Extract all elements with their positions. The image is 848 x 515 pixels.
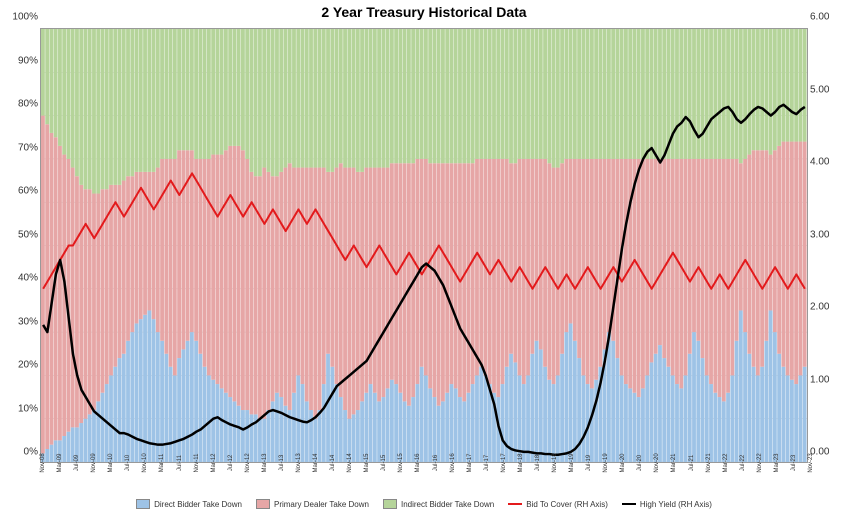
x-tick: Nov-22 [757, 453, 763, 472]
y-right-tick: 6.00 [810, 12, 846, 23]
legend-item: Primary Dealer Take Down [256, 499, 369, 509]
y-left-tick: 10% [2, 403, 38, 414]
legend-label: Indirect Bidder Take Down [401, 500, 494, 509]
x-tick: Nov-08 [40, 453, 46, 472]
legend-swatch [256, 499, 270, 509]
y-left-tick: 50% [2, 229, 38, 240]
legend-label: Bid To Cover (RH Axis) [526, 500, 608, 509]
x-tick: Jul-16 [433, 455, 439, 471]
x-tick: Nov-21 [706, 453, 712, 472]
legend-swatch [383, 499, 397, 509]
y-right-tick: 1.00 [810, 374, 846, 385]
y-left-tick: 60% [2, 186, 38, 197]
x-axis: Nov-08Mar-09Jul-09Nov-09Mar-10Jul-10Nov-… [40, 463, 808, 485]
y-axis-right: 0.001.002.003.004.005.006.00 [810, 28, 846, 463]
plot-svg [41, 29, 807, 462]
x-tick: Mar-22 [723, 453, 729, 472]
y-right-tick: 3.00 [810, 229, 846, 240]
y-left-tick: 80% [2, 99, 38, 110]
legend-swatch [622, 503, 636, 505]
plot-area-wrapper [40, 28, 808, 463]
x-tick: Jul-10 [125, 455, 131, 471]
y-left-tick: 40% [2, 273, 38, 284]
x-tick: Nov-09 [91, 453, 97, 472]
x-tick: Jul-17 [484, 455, 490, 471]
x-tick: Jul-22 [740, 455, 746, 471]
legend-item: High Yield (RH Axis) [622, 499, 712, 509]
x-tick: Jul-19 [586, 455, 592, 471]
legend-swatch [508, 503, 522, 505]
legend-label: Direct Bidder Take Down [154, 500, 242, 509]
x-tick: Mar-18 [518, 453, 524, 472]
x-tick: Jul-12 [228, 455, 234, 471]
y-right-tick: 4.00 [810, 157, 846, 168]
x-tick: Jul-15 [381, 455, 387, 471]
x-tick: Jul-13 [279, 455, 285, 471]
legend-item: Bid To Cover (RH Axis) [508, 499, 608, 509]
legend-label: Primary Dealer Take Down [274, 500, 369, 509]
x-tick: Nov-14 [347, 453, 353, 472]
y-left-tick: 30% [2, 316, 38, 327]
x-tick: Mar-12 [211, 453, 217, 472]
x-tick: Jul-11 [177, 455, 183, 471]
chart-title: 2 Year Treasury Historical Data [0, 0, 848, 22]
x-tick: Nov-12 [245, 453, 251, 472]
y-left-tick: 90% [2, 55, 38, 66]
x-tick: Nov-16 [450, 453, 456, 472]
legend-label: High Yield (RH Axis) [640, 500, 712, 509]
x-tick: Mar-16 [415, 453, 421, 472]
x-tick: Nov-13 [296, 453, 302, 472]
x-tick: Nov-20 [654, 453, 660, 472]
y-axis-left: 0%10%20%30%40%50%60%70%80%90%100% [2, 28, 38, 463]
x-tick: Mar-17 [467, 453, 473, 472]
x-tick: Jul-14 [330, 455, 336, 471]
x-tick: Mar-20 [620, 453, 626, 472]
y-right-tick: 2.00 [810, 302, 846, 313]
x-tick: Nov-11 [194, 454, 200, 473]
x-tick: Mar-19 [569, 453, 575, 472]
y-left-tick: 70% [2, 142, 38, 153]
x-tick: Mar-11 [159, 454, 165, 473]
x-tick: Mar-14 [313, 453, 319, 472]
x-tick: Nov-17 [501, 453, 507, 472]
x-tick: Nov-15 [398, 453, 404, 472]
plot-area [40, 28, 808, 463]
legend-item: Indirect Bidder Take Down [383, 499, 494, 509]
x-tick: Mar-10 [108, 453, 114, 472]
y-left-tick: 100% [2, 12, 38, 23]
y-left-tick: 20% [2, 360, 38, 371]
x-tick: Jul-18 [535, 455, 541, 471]
y-left-tick: 0% [2, 447, 38, 458]
x-tick: Jul-21 [689, 455, 695, 471]
x-tick: Jul-09 [74, 455, 80, 471]
x-tick: Mar-21 [671, 453, 677, 472]
legend-swatch [136, 499, 150, 509]
x-tick: Mar-23 [774, 453, 780, 472]
x-tick: Jul-20 [637, 455, 643, 471]
x-tick: Mar-09 [57, 453, 63, 472]
legend: Direct Bidder Take Down Primary Dealer Ta… [40, 499, 808, 509]
x-tick: Jul-23 [791, 455, 797, 471]
legend-item: Direct Bidder Take Down [136, 499, 242, 509]
chart-container: 2 Year Treasury Historical Data 0% 10% 20%… [0, 0, 848, 515]
y-right-tick: 0.00 [810, 447, 846, 458]
x-tick: Mar-15 [364, 453, 370, 472]
x-tick: Mar-13 [262, 453, 268, 472]
x-tick: Nov-18 [552, 453, 558, 472]
x-tick: Nov-10 [142, 453, 148, 472]
y-right-tick: 5.00 [810, 84, 846, 95]
x-tick: Nov-19 [603, 453, 609, 472]
x-tick: Nov-23 [808, 453, 814, 472]
